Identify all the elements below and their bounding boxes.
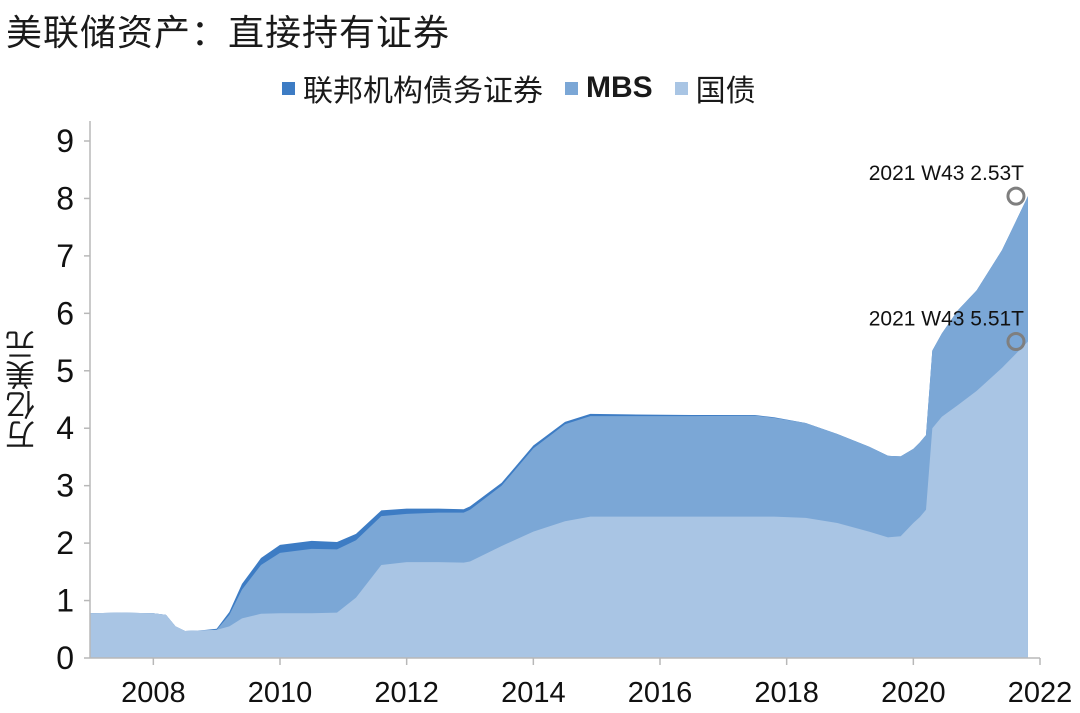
- x-tick-label: 2018: [754, 677, 819, 709]
- y-tick-label: 8: [56, 180, 74, 216]
- annotation-label: 2021 W43 5.51T: [869, 307, 1024, 330]
- y-tick-label: 5: [56, 353, 74, 389]
- y-tick-label: 9: [56, 123, 74, 159]
- y-tick-label: 6: [56, 295, 74, 331]
- y-tick-label: 3: [56, 468, 74, 504]
- legend-swatch-treasury: [674, 81, 688, 95]
- y-tick-label: 7: [56, 238, 74, 274]
- legend-label-agency: 联邦机构债务证券: [303, 74, 543, 109]
- legend-label-treasury: 国债: [695, 74, 756, 109]
- x-tick-label: 2016: [628, 677, 693, 709]
- annotation-marker: [1006, 186, 1026, 206]
- y-tick-label: 4: [56, 410, 74, 446]
- page-title: 美联储资产：直接持有证券: [6, 13, 451, 54]
- x-tick-label: 2020: [881, 677, 946, 709]
- x-tick-label: 2012: [374, 677, 439, 709]
- y-tick-label: 1: [56, 583, 74, 619]
- legend-item-treasury: 国债: [674, 66, 756, 110]
- legend-item-mbs: MBS: [565, 71, 653, 105]
- y-tick-label: 2: [56, 525, 74, 561]
- x-tick-label: 2008: [121, 677, 186, 709]
- chart-legend: 联邦机构债务证券 MBS 国债: [282, 66, 778, 110]
- area-treasury: [90, 341, 1028, 658]
- y-tick-label: 0: [56, 640, 74, 676]
- legend-item-agency: 联邦机构债务证券: [282, 66, 543, 110]
- x-tick-label: 2014: [501, 677, 566, 709]
- legend-label-mbs: MBS: [586, 71, 653, 104]
- annotation-marker: [1006, 331, 1026, 351]
- x-tick-label: 2010: [248, 677, 313, 709]
- x-tick-label: 2022: [1008, 677, 1073, 709]
- annotation-label: 2021 W43 2.53T: [869, 162, 1024, 185]
- legend-swatch-agency: [282, 81, 295, 95]
- legend-swatch-mbs: [565, 81, 578, 95]
